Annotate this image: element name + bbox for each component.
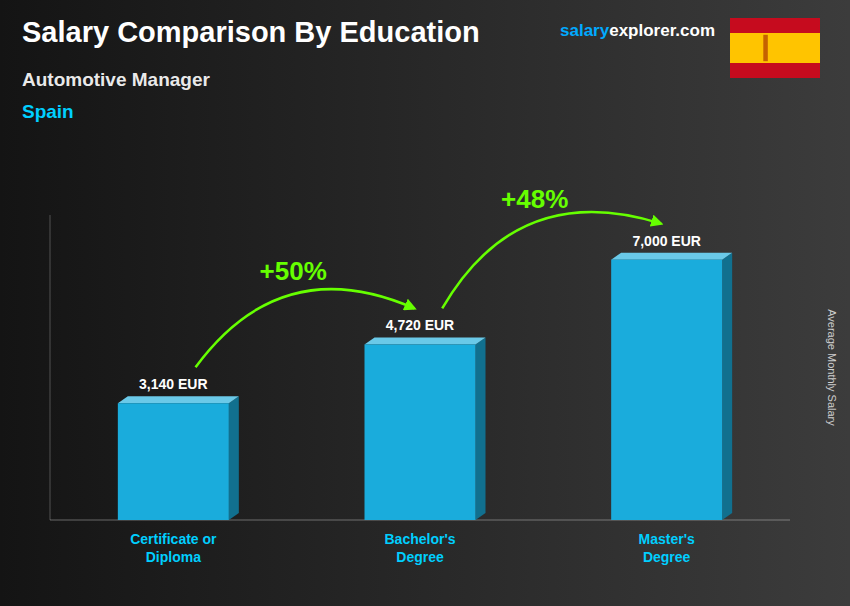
x-tick-label-line: Degree <box>396 549 444 565</box>
bar-top <box>611 253 732 260</box>
bar-side <box>229 396 239 520</box>
arrow <box>442 212 661 308</box>
annotation: +48% <box>501 184 568 214</box>
data-label: 7,000 EUR <box>632 233 700 249</box>
bar-side <box>476 337 486 520</box>
brand: salary <box>560 21 610 40</box>
bar-side <box>722 253 732 520</box>
flag-emblem <box>763 35 768 61</box>
annotation: +50% <box>260 256 327 286</box>
chart-svg: 3,140 EUR 4,720 EUR 7,000 EUR +50% +48% Certi… <box>0 0 850 606</box>
bar <box>118 403 229 520</box>
title: Salary Comparison By Education <box>22 16 480 48</box>
bars <box>118 253 732 520</box>
x-tick-label-line: Master's <box>639 531 695 547</box>
x-tick-label-line: Degree <box>643 549 691 565</box>
country: Spain <box>22 101 74 122</box>
x-tick-label-line: Bachelor's <box>384 531 455 547</box>
chart-container: 3,140 EUR 4,720 EUR 7,000 EUR +50% +48% Certi… <box>0 0 850 606</box>
x-tick-label: Bachelor's Degree <box>384 531 455 565</box>
bar <box>365 344 476 520</box>
bar <box>611 260 722 520</box>
flag <box>730 18 820 78</box>
brand: explorer.com <box>609 21 715 40</box>
subtitle: Automotive Manager <box>22 69 211 90</box>
x-tick-label: Master's Degree <box>639 531 695 565</box>
background <box>0 0 850 606</box>
x-tick-label: Certificate or Diploma <box>130 531 217 565</box>
data-label: 4,720 EUR <box>386 317 454 333</box>
x-tick-label-line: Diploma <box>146 549 201 565</box>
data-label: 3,140 EUR <box>139 376 207 392</box>
arrow <box>196 289 415 367</box>
x-tick-label-line: Certificate or <box>130 531 217 547</box>
flag-stripe <box>730 33 820 63</box>
bar-top <box>118 396 239 403</box>
bar-top <box>365 337 486 344</box>
y-axis-label: Average Monthly Salary <box>826 309 838 426</box>
y-axis-line <box>50 215 51 520</box>
